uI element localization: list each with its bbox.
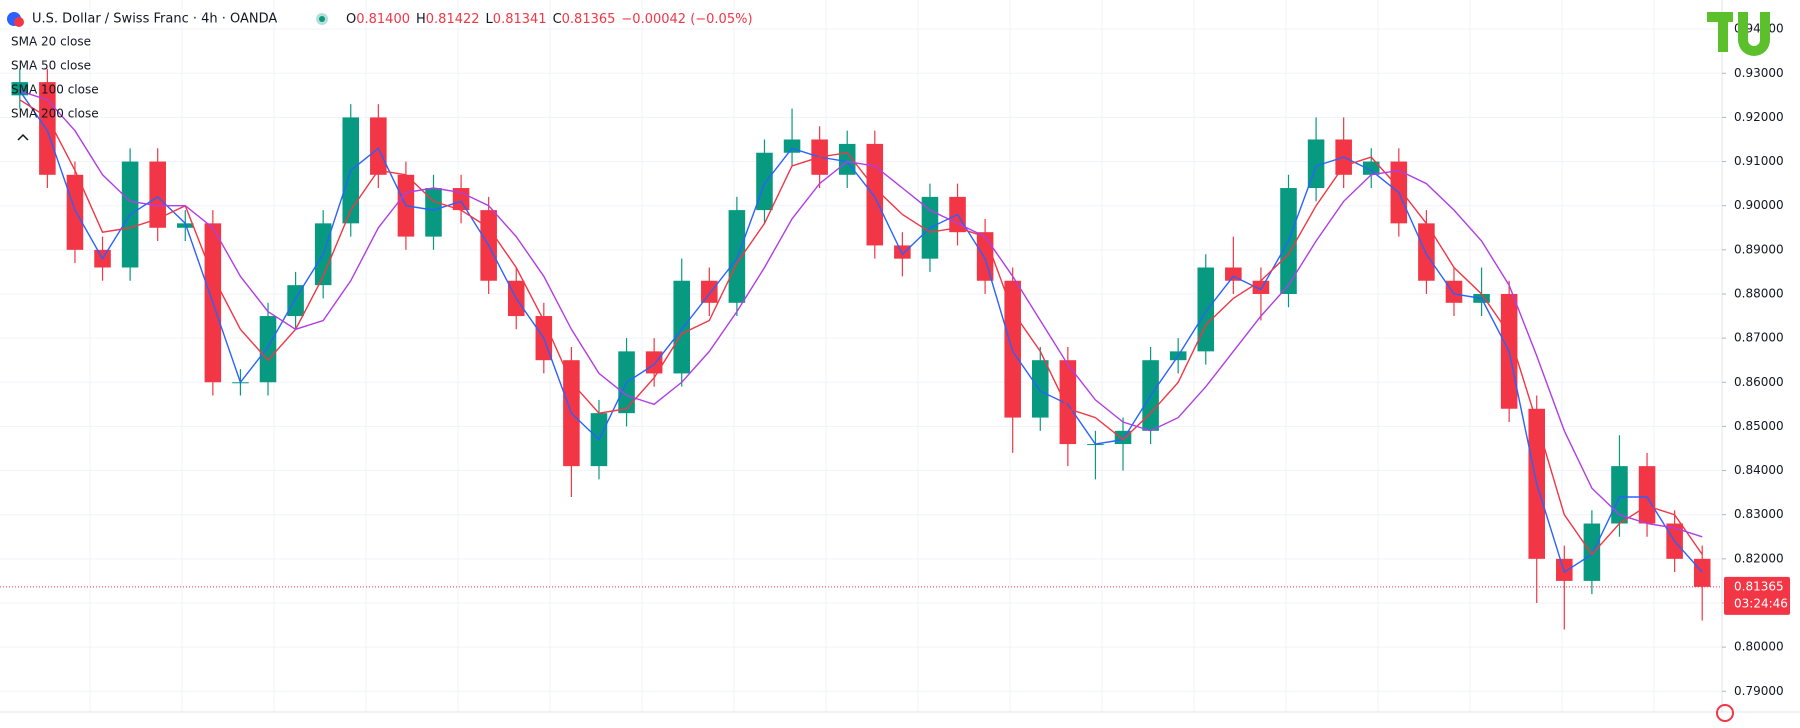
ohlc-label: C (553, 12, 562, 27)
candle-body (701, 280, 718, 303)
candle-body (1611, 466, 1628, 524)
y-tick-label: 0.92000 (1734, 110, 1784, 124)
candle-body (66, 174, 84, 250)
candle-body (1114, 430, 1132, 445)
y-tick-label: 0.86000 (1734, 375, 1784, 389)
collapse-button[interactable] (17, 133, 29, 141)
legend: SMA 20 close SMA 50 close SMA 100 close SMA… (11, 35, 99, 121)
legend-entry: SMA 50 close (11, 59, 91, 73)
logo (1707, 12, 1770, 56)
header: U.S. Dollar / Swiss Franc · 4h · OANDA O… (7, 12, 753, 27)
symbol-icon (14, 17, 24, 27)
candle-body (645, 351, 663, 374)
y-tick-label: 0.88000 (1734, 286, 1784, 300)
globe-icon[interactable] (1716, 704, 1734, 722)
candle-body (149, 161, 166, 228)
y-tick-label: 0.84000 (1734, 463, 1784, 477)
sma-line (19, 90, 1703, 538)
candle-body (1418, 223, 1435, 281)
y-tick-label: 0.91000 (1734, 154, 1784, 168)
candle-body (1362, 161, 1380, 175)
candle-body (1032, 360, 1049, 418)
y-tick-label: 0.79000 (1734, 684, 1784, 698)
candle-body (673, 280, 690, 374)
ohlc-label: L (486, 12, 494, 27)
ohlc-value: 0.81341 (493, 12, 547, 27)
ohlc-change: −0.00042 (−0.05%) (621, 12, 752, 27)
price-axis: 0.790000.800000.810000.820000.830000.840… (1722, 22, 1790, 698)
candle-body (1583, 523, 1601, 581)
y-tick-label: 0.80000 (1734, 640, 1784, 654)
candle-body (866, 143, 884, 246)
ohlc: O0.81400 H0.81422 L0.81341 C0.81365 −0.00042… (346, 12, 753, 27)
candle-body (756, 152, 773, 211)
symbol-title: U.S. Dollar / Swiss Franc · 4h · OANDA (32, 12, 277, 27)
logo-part (1718, 12, 1728, 52)
countdown-label: 03:24:46 (1734, 596, 1788, 610)
legend-entry: SMA 200 close (11, 107, 99, 121)
candle-body (1638, 466, 1656, 524)
y-tick-label: 0.85000 (1734, 419, 1784, 433)
plot (0, 68, 1722, 630)
candle-body (976, 232, 994, 281)
last-price-label: 0.81365 (1734, 579, 1784, 593)
candle-body (1445, 280, 1463, 303)
candle-body (728, 210, 746, 303)
candle-body (1197, 267, 1215, 352)
ohlc-label: O (346, 12, 356, 27)
candle-body (177, 223, 194, 228)
y-tick-label: 0.90000 (1734, 198, 1784, 212)
legend-entry: SMA 20 close (11, 35, 91, 49)
candle-body (1225, 267, 1242, 281)
grid (0, 0, 1722, 712)
ohlc-value: 0.81400 (356, 12, 410, 27)
sma-line (19, 90, 1703, 574)
y-tick-label: 0.82000 (1734, 551, 1784, 565)
status-icon (319, 16, 325, 22)
legend-entry: SMA 100 close (11, 83, 99, 97)
candle-body (894, 245, 911, 259)
candle-body (425, 188, 442, 237)
y-tick-label: 0.87000 (1734, 331, 1784, 345)
candle-body (1693, 558, 1711, 587)
logo-part (1738, 12, 1770, 56)
candle-body (370, 117, 387, 175)
y-tick-label: 0.93000 (1734, 66, 1784, 80)
ohlc-label: H (416, 12, 426, 27)
sma-line (19, 99, 1703, 556)
candle-body (259, 316, 277, 383)
candle-body (452, 188, 470, 211)
candle-body (1059, 360, 1077, 445)
last-price-box (1724, 576, 1790, 615)
y-tick-label: 0.89000 (1734, 242, 1784, 256)
y-tick-label: 0.83000 (1734, 507, 1784, 521)
ohlc-value: 0.81365 (562, 12, 616, 27)
ohlc-value: 0.81422 (426, 12, 480, 27)
